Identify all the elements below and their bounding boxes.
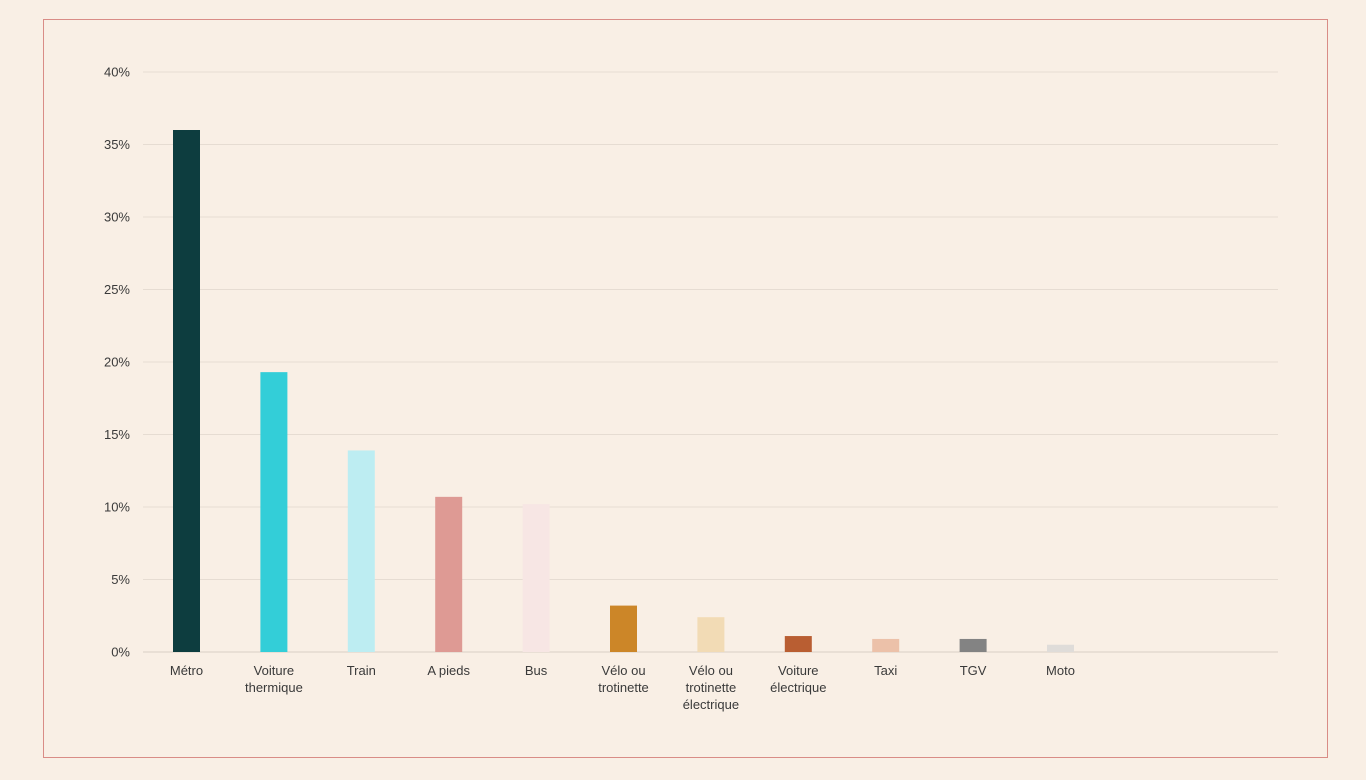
y-tick-label: 15% xyxy=(104,427,130,442)
y-axis-ticks: 0% 5% 10% 15% 20% 25% 30% 35% 40% xyxy=(104,65,130,660)
x-tick-label-line: trotinette xyxy=(686,680,737,695)
bar xyxy=(260,372,288,652)
bar xyxy=(347,450,375,652)
y-tick-label: 0% xyxy=(111,645,130,660)
y-tick-label: 5% xyxy=(111,572,130,587)
gridlines xyxy=(143,71,1278,653)
x-tick-label-line: Vélo ou xyxy=(689,663,733,678)
y-tick-label: 30% xyxy=(104,210,130,225)
bar xyxy=(1047,644,1074,652)
x-tick-label-line: Moto xyxy=(1046,663,1075,678)
x-tick-label-line: Voiture xyxy=(254,663,294,678)
x-tick-label: Voiture électrique xyxy=(770,663,826,695)
x-tick-label: Train xyxy=(347,663,376,678)
bar xyxy=(610,605,637,652)
y-tick-label: 20% xyxy=(104,355,130,370)
x-tick-label-line: A pieds xyxy=(427,663,470,678)
x-tick-label-line: électrique xyxy=(683,697,739,712)
x-tick-label: Taxi xyxy=(874,663,897,678)
chart-frame xyxy=(43,19,1328,758)
x-tick-label-line: thermique xyxy=(245,680,303,695)
x-tick-label-line: Train xyxy=(347,663,376,678)
x-axis-ticks: Métro Voiture thermique Train A pieds Bus Vélo… xyxy=(170,663,1075,712)
x-tick-label: TGV xyxy=(960,663,987,678)
x-tick-label: Vélo ou trotinette électrique xyxy=(683,663,739,712)
x-tick-label: Bus xyxy=(525,663,548,678)
y-tick-label: 10% xyxy=(104,500,130,515)
x-tick-label: Métro xyxy=(170,663,203,678)
x-tick-label-line: Voiture xyxy=(778,663,818,678)
x-tick-label: Vélo ou trotinette xyxy=(598,663,649,695)
bar xyxy=(173,130,200,652)
bars xyxy=(173,130,1074,652)
y-tick-label: 40% xyxy=(104,65,130,80)
y-tick-label: 35% xyxy=(104,137,130,152)
x-tick-label-line: Vélo ou xyxy=(601,663,645,678)
x-tick-label: Moto xyxy=(1046,663,1075,678)
bar xyxy=(784,636,812,652)
x-tick-label-line: Bus xyxy=(525,663,548,678)
bar xyxy=(522,504,550,652)
bar xyxy=(435,496,463,652)
bar xyxy=(959,638,987,652)
x-tick-label-line: TGV xyxy=(960,663,987,678)
x-tick-label-line: Taxi xyxy=(874,663,897,678)
x-tick-label: A pieds xyxy=(427,663,470,678)
x-tick-label-line: électrique xyxy=(770,680,826,695)
x-tick-label-line: trotinette xyxy=(598,680,649,695)
bar xyxy=(697,617,725,652)
y-tick-label: 25% xyxy=(104,282,130,297)
x-tick-label: Voiture thermique xyxy=(245,663,303,695)
bar xyxy=(872,638,900,652)
x-tick-label-line: Métro xyxy=(170,663,203,678)
